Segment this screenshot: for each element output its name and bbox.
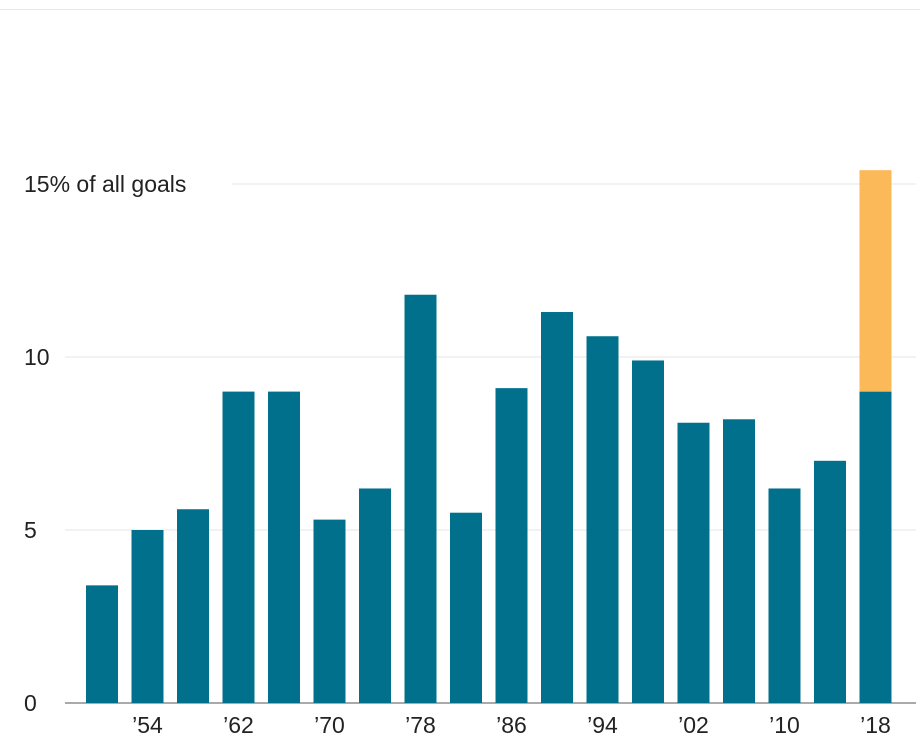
x-tick-label: ’02 [678,712,709,738]
bar [222,391,255,703]
bar [723,419,755,703]
x-tick-label: ’70 [314,712,345,738]
y-tick-label: 0 [24,690,37,716]
bar [814,460,846,703]
x-tick-label: ’10 [769,712,800,738]
x-tick-label: ’78 [405,712,436,738]
bar [86,585,118,703]
bar [586,336,619,703]
top-divider [0,9,920,10]
x-tick-label: ’18 [860,712,891,738]
y-tick-label: 15% of all goals [24,171,186,197]
bar [177,509,209,703]
bar [859,391,892,703]
bar [677,422,710,703]
bar [632,360,664,703]
y-tick-label: 10 [24,344,50,370]
x-tick-label: ’62 [223,712,254,738]
bar [359,488,391,703]
x-tick-label: ’94 [587,712,618,738]
bar-highlight [859,170,892,392]
x-tick-label: ’86 [496,712,527,738]
bar [131,530,164,703]
bar [268,391,300,703]
bar [768,488,801,703]
y-tick-label: 5 [24,517,37,543]
bar [495,388,528,703]
bar [541,312,573,703]
x-tick-label: ’54 [132,712,163,738]
bar [404,294,437,703]
bar [313,519,346,703]
bar [450,512,482,703]
